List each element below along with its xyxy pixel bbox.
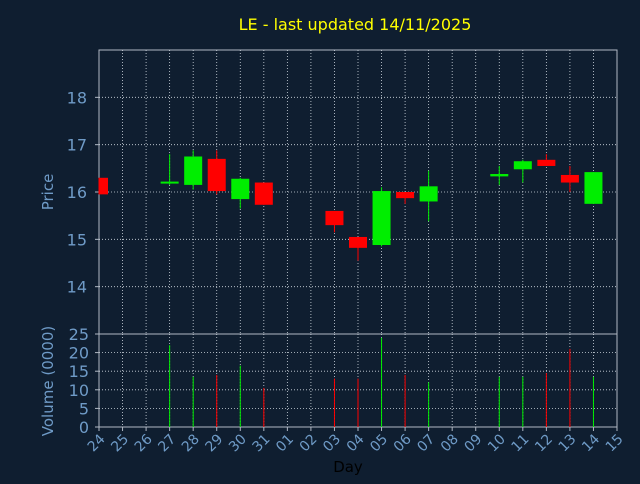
price-tick-label: 14 (67, 278, 87, 297)
candle-body (560, 174, 579, 183)
x-tick-label: 27 (155, 431, 179, 455)
candle-body (372, 191, 391, 246)
volume-tick-label: 25 (69, 325, 89, 344)
price-tick-label: 18 (67, 88, 87, 107)
x-tick-label: 14 (579, 431, 603, 455)
candle-body (419, 186, 438, 202)
x-axis-label: Day (333, 458, 363, 476)
candle-body (184, 156, 203, 185)
x-tick-label: 25 (108, 431, 132, 455)
x-tick-label: 26 (132, 431, 156, 455)
x-tick-label: 07 (414, 431, 438, 455)
x-tick-label: 11 (509, 431, 533, 455)
x-tick-label: 04 (344, 431, 368, 455)
volume-tick-label: 10 (69, 381, 89, 400)
volume-tick-label: 5 (79, 399, 89, 418)
candle-body (207, 158, 226, 192)
x-axis: 24 25 26 27 28 29 30 31 01 02 03 04 05 06 07 08 09 10 11 12… (85, 427, 627, 455)
x-tick-label: 01 (273, 431, 297, 455)
price-tick-label: 16 (67, 183, 87, 202)
candle-body (325, 210, 344, 226)
x-tick-label: 03 (320, 431, 344, 455)
x-tick-label: 05 (367, 431, 391, 455)
volume-tick-label: 20 (69, 344, 89, 363)
candle-body (99, 177, 108, 195)
price-tick-label: 15 (67, 230, 87, 249)
candle-body (349, 236, 367, 248)
volume-axis-label: Volume (0000) (39, 326, 57, 436)
volume-tick-label: 0 (79, 418, 89, 437)
candle-body (396, 192, 415, 199)
x-tick-label: 08 (438, 431, 462, 455)
x-tick-label: 31 (250, 431, 274, 455)
x-tick-label: 06 (391, 431, 415, 455)
volume-tick-label: 15 (69, 362, 89, 381)
candle-body (490, 174, 509, 177)
candle-body (513, 161, 532, 170)
candle-body (254, 182, 273, 205)
x-tick-label: 13 (556, 431, 580, 455)
x-tick-label: 29 (202, 431, 226, 455)
candle-body (231, 178, 250, 200)
chart-title: LE - last updated 14/11/2025 (239, 15, 472, 34)
x-tick-label: 02 (297, 431, 321, 455)
x-tick-label: 09 (461, 431, 485, 455)
x-tick-label: 28 (179, 431, 203, 455)
price-tick-label: 17 (67, 136, 87, 155)
x-tick-label: 10 (485, 431, 509, 455)
x-tick-label: 12 (532, 431, 556, 455)
x-tick-label: 30 (226, 431, 250, 455)
x-tick-label: 15 (603, 431, 627, 455)
price-panel: 14 15 16 17 18 (67, 49, 618, 335)
candle-body (160, 181, 179, 184)
price-axis-label: Price (39, 174, 57, 211)
candle-body (537, 159, 556, 166)
candle-body (584, 172, 603, 204)
